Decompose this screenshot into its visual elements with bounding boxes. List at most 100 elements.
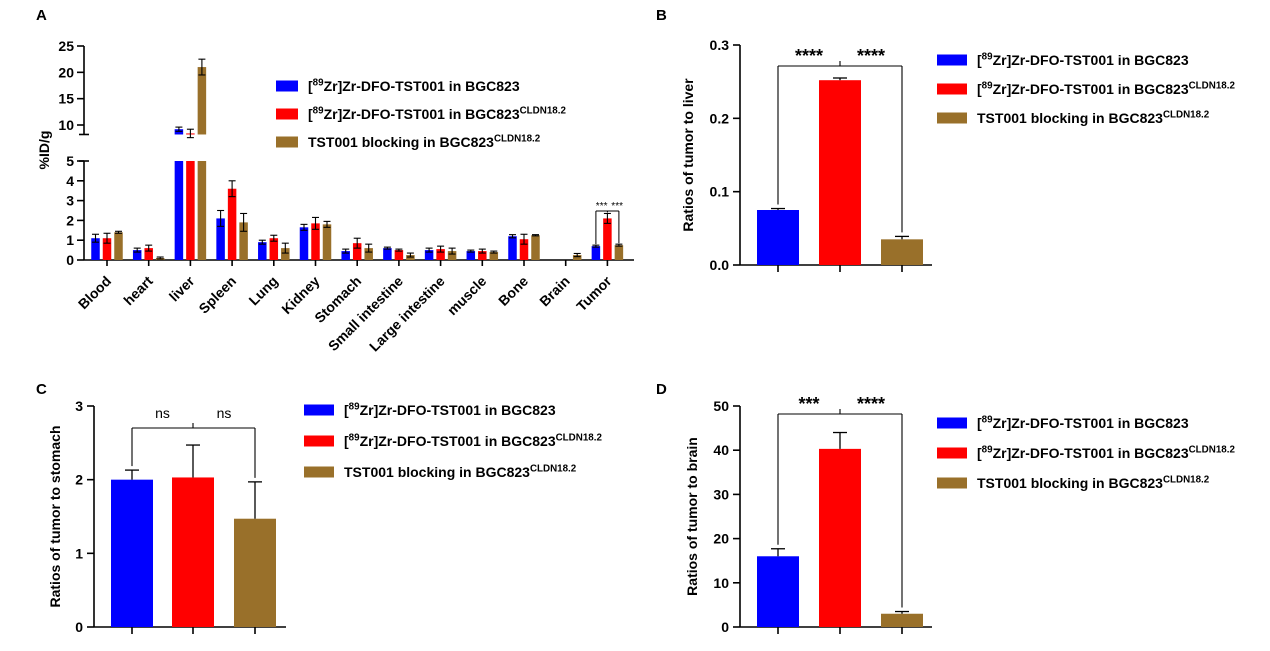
- bar-A-lower-2-1: [186, 161, 195, 260]
- legend-label-B-0: [89Zr]Zr-DFO-TST001 in BGC823: [977, 51, 1189, 68]
- legend-label-B-2: TST001 blocking in BGC823CLDN18.2: [977, 109, 1210, 126]
- bar-A-3-0: [216, 218, 225, 260]
- y-tick-label-B-1: 0.1: [710, 184, 730, 200]
- y-tick-label-C-1: 1: [75, 545, 83, 561]
- legend-swatch-B-0: [937, 54, 967, 66]
- x-tick-label-A-0: Blood: [75, 273, 114, 312]
- bar-A-10-2: [531, 235, 540, 260]
- sig-annotation-D-1: ****: [857, 394, 885, 414]
- bar-A-11-2: [572, 255, 582, 260]
- x-tick-label-A-3: Spleen: [195, 273, 239, 317]
- panel-label-A: A: [36, 7, 47, 24]
- legend-swatch-A-2: [276, 136, 298, 148]
- bar-A-8-0: [424, 250, 434, 260]
- x-tick-label-A-10: Bone: [495, 273, 531, 309]
- sig-annotation-B-0: ****: [795, 46, 823, 66]
- bar-A-9-1: [478, 251, 487, 260]
- legend-label-C-0: [89Zr]Zr-DFO-TST001 in BGC823: [344, 401, 556, 418]
- bar-A-7-0: [383, 248, 392, 260]
- bar-C-0: [111, 479, 153, 627]
- bar-A-lower-2-0: [174, 161, 184, 260]
- bar-B-1: [819, 80, 861, 265]
- y-tick-label-A-upper-1: 15: [58, 91, 74, 107]
- panel-label-D: D: [656, 381, 667, 398]
- y-tick-label-A-upper-2: 20: [58, 64, 74, 80]
- panel-label-B: B: [656, 7, 667, 24]
- y-tick-label-A-lower-1: 1: [66, 232, 74, 248]
- legend-swatch-B-1: [937, 83, 967, 95]
- bar-D-0: [757, 556, 799, 627]
- legend-swatch-B-2: [937, 112, 967, 124]
- bar-A-4-1: [269, 238, 279, 260]
- y-tick-label-C-2: 2: [75, 472, 83, 488]
- bar-D-2: [881, 613, 923, 627]
- legend-swatch-D-1: [937, 447, 967, 459]
- sig-annotation-C-0: ns: [155, 405, 170, 421]
- y-tick-label-C-0: 0: [75, 619, 83, 635]
- x-tick-label-A-7: Small intestine: [325, 273, 406, 354]
- legend-label-A-2: TST001 blocking in BGC823CLDN18.2: [308, 133, 541, 150]
- sig-annotation-D-0: ***: [798, 394, 819, 414]
- x-tick-label-A-8: Large intestine: [366, 273, 448, 355]
- panel-label-C: C: [36, 381, 47, 398]
- x-tick-label-A-1: heart: [120, 273, 156, 309]
- x-tick-label-A-12: Tumor: [573, 272, 615, 314]
- y-tick-label-B-2: 0.2: [710, 110, 730, 126]
- bar-A-3-2: [239, 222, 248, 260]
- bar-A-6-0: [341, 251, 350, 260]
- bar-A-12-1: [603, 218, 612, 260]
- bar-B-2: [881, 239, 923, 265]
- y-tick-label-D-5: 50: [713, 398, 729, 414]
- y-axis-label-B: Ratios of tumor to liver: [680, 78, 696, 232]
- sig-annotation-B-1: ****: [857, 46, 885, 66]
- sig-annotation-A-0: ***: [596, 201, 608, 212]
- legend-swatch-D-2: [937, 477, 967, 489]
- panel-B: B 0.0 0.1 0.2 0.3 Ratios of tumor to liver ***…: [656, 7, 1235, 273]
- y-tick-label-A-lower-2: 2: [66, 212, 74, 228]
- bar-A-4-0: [258, 242, 267, 260]
- legend-label-D-0: [89Zr]Zr-DFO-TST001 in BGC823: [977, 414, 1189, 431]
- y-tick-label-D-3: 30: [713, 486, 729, 502]
- y-axis-label-C: Ratios of tumor to stomach: [47, 425, 63, 607]
- bar-A-10-1: [519, 239, 529, 260]
- bar-A-9-0: [466, 251, 476, 260]
- legend-swatch-A-0: [276, 80, 298, 92]
- bar-A-0-2: [114, 232, 123, 260]
- legend-label-C-1: [89Zr]Zr-DFO-TST001 in BGC823CLDN18.2: [344, 432, 602, 449]
- bar-A-10-0: [508, 236, 517, 260]
- sig-annotation-C-1: ns: [217, 405, 232, 421]
- bar-A-1-0: [132, 250, 142, 260]
- legend-label-D-2: TST001 blocking in BGC823CLDN18.2: [977, 474, 1210, 491]
- y-tick-label-D-2: 20: [713, 531, 729, 547]
- y-tick-label-A-lower-3: 3: [66, 193, 74, 209]
- legend-swatch-C-0: [304, 404, 334, 416]
- bar-A-1-1: [144, 248, 153, 260]
- y-tick-label-C-3: 3: [75, 398, 83, 414]
- panel-C: C 0 1 2 3 Ratios of tumor to stomach ns ns [89Zr…: [36, 381, 602, 635]
- sig-annotation-A-1: ***: [611, 201, 623, 212]
- bar-A-4-2: [281, 248, 290, 260]
- y-tick-label-D-1: 10: [713, 575, 729, 591]
- y-axis-label-A: %ID/g: [36, 131, 52, 170]
- bar-A-7-1: [394, 250, 404, 260]
- bar-A-upper-2-2: [197, 67, 207, 135]
- legend-label-A-1: [89Zr]Zr-DFO-TST001 in BGC823CLDN18.2: [308, 105, 566, 122]
- y-tick-label-A-lower-5: 5: [66, 153, 74, 169]
- bar-A-5-2: [322, 224, 332, 260]
- legend-label-D-1: [89Zr]Zr-DFO-TST001 in BGC823CLDN18.2: [977, 444, 1235, 461]
- bar-A-5-1: [311, 223, 320, 260]
- x-tick-label-A-2: liver: [166, 272, 198, 304]
- x-tick-label-A-4: Lung: [245, 273, 281, 309]
- bar-A-9-2: [489, 252, 499, 260]
- bar-A-6-2: [364, 248, 373, 260]
- y-tick-label-A-upper-0: 10: [58, 117, 74, 133]
- x-tick-label-A-11: Brain: [536, 273, 573, 310]
- legend-label-C-2: TST001 blocking in BGC823CLDN18.2: [344, 463, 577, 480]
- x-tick-label-A-9: muscle: [444, 273, 490, 319]
- bar-A-0-0: [91, 238, 100, 260]
- y-tick-label-A-lower-0: 0: [66, 252, 74, 268]
- bar-D-1: [819, 448, 861, 627]
- legend-swatch-C-2: [304, 466, 334, 478]
- bar-A-0-1: [102, 238, 112, 260]
